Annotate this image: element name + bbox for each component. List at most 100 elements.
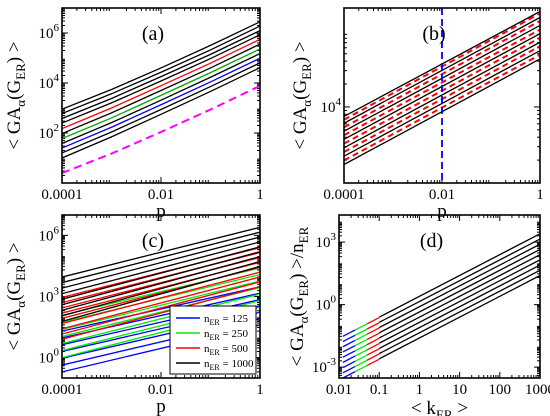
y-tick-label: 104 bbox=[39, 72, 60, 92]
series-line bbox=[342, 334, 356, 343]
series-line bbox=[378, 269, 540, 355]
y-axis-label: < GAα(GER) > bbox=[290, 41, 314, 149]
legend-label: nER = 125 bbox=[204, 313, 248, 327]
series-line bbox=[62, 280, 260, 331]
x-axis-label: p bbox=[156, 201, 166, 222]
x-tick-label: 0.01 bbox=[148, 187, 174, 203]
series-line bbox=[62, 43, 260, 135]
series-line bbox=[344, 16, 540, 124]
series-line bbox=[342, 360, 356, 369]
series-line bbox=[354, 338, 368, 347]
series-line bbox=[366, 342, 380, 351]
series-line bbox=[62, 241, 260, 295]
x-tick-label: 0.1 bbox=[370, 382, 389, 398]
legend-label: nER = 1000 bbox=[204, 358, 254, 372]
series-line bbox=[366, 327, 380, 335]
series-line bbox=[342, 329, 356, 337]
series-line bbox=[62, 286, 260, 332]
series-line bbox=[62, 255, 260, 311]
y-tick-label: 10-3 bbox=[312, 356, 337, 376]
x-tick-label: 1000 bbox=[525, 382, 550, 398]
legend-label: nER = 250 bbox=[204, 328, 248, 342]
panel-a: 0.0001 0.01 1 102 104 106 (a) p < GAα(GER) > bbox=[4, 7, 264, 222]
series-line bbox=[366, 316, 380, 325]
series-line bbox=[62, 53, 260, 145]
y-axis-label: < GAα(GER) >/nER bbox=[287, 226, 311, 366]
y-axis-label: < GAα(GER) > bbox=[4, 41, 28, 149]
series-line bbox=[342, 371, 356, 378]
y-axis-label: < GAα(GER) > bbox=[4, 242, 28, 350]
y-tick-label: 103 bbox=[316, 231, 337, 251]
x-axis-label: p bbox=[437, 201, 447, 222]
series-line bbox=[344, 41, 540, 149]
series-line bbox=[366, 332, 380, 340]
y-axis-label-group: < GAα(GER) > bbox=[4, 41, 28, 149]
series-line bbox=[62, 21, 260, 110]
series-line bbox=[62, 29, 260, 120]
series-line bbox=[62, 231, 260, 284]
y-tick-label: 104 bbox=[321, 96, 342, 116]
x-tick-label: 0.01 bbox=[148, 382, 174, 398]
y-tick-label: 100 bbox=[39, 347, 60, 367]
y-tick-label: 106 bbox=[39, 224, 60, 244]
y-tick-label: 103 bbox=[39, 286, 60, 306]
x-tick-label: 0.0001 bbox=[323, 187, 364, 203]
series-line bbox=[62, 62, 260, 154]
series-line bbox=[62, 286, 260, 340]
series-line bbox=[366, 322, 380, 330]
series-line bbox=[342, 350, 356, 358]
series-line bbox=[378, 274, 540, 360]
series-line bbox=[62, 276, 260, 330]
y-tick-label: 102 bbox=[39, 122, 60, 142]
panel-label: (d) bbox=[420, 230, 443, 252]
x-tick-label: 0.01 bbox=[326, 382, 352, 398]
series-line bbox=[354, 349, 368, 357]
x-tick-label: 1 bbox=[416, 382, 424, 398]
series-line bbox=[62, 25, 260, 115]
x-tick-label: 0.0001 bbox=[41, 382, 82, 398]
series-line bbox=[354, 328, 368, 336]
series-line bbox=[62, 236, 260, 289]
y-tick-label: 106 bbox=[39, 22, 60, 42]
series-line bbox=[354, 364, 368, 373]
series-line bbox=[378, 243, 540, 329]
series-line bbox=[342, 365, 356, 374]
x-tick-label: 10 bbox=[452, 382, 467, 398]
y-axis-label-group: < GAα(GER) > bbox=[290, 41, 314, 149]
series-line bbox=[378, 254, 540, 339]
panel-label: (a) bbox=[142, 23, 164, 45]
series-line bbox=[344, 28, 540, 137]
series-line bbox=[62, 57, 260, 149]
series-line bbox=[342, 339, 356, 348]
y-tick-label: 100 bbox=[316, 294, 337, 314]
series-line bbox=[366, 337, 380, 346]
series-line bbox=[62, 226, 260, 278]
series-line bbox=[354, 354, 368, 362]
x-tick-label: 1 bbox=[256, 382, 264, 398]
series-line bbox=[62, 251, 260, 306]
plot-frame bbox=[338, 214, 541, 379]
series-line bbox=[62, 265, 260, 323]
x-tick-label: 1 bbox=[256, 187, 264, 203]
series-line bbox=[62, 38, 260, 130]
series-line bbox=[62, 260, 260, 317]
plot-frame bbox=[61, 7, 261, 184]
series-line bbox=[62, 84, 260, 174]
legend-label: nER = 500 bbox=[204, 343, 248, 357]
series-line bbox=[354, 323, 368, 331]
panel-label: (b) bbox=[422, 23, 445, 45]
x-tick-label: 1 bbox=[536, 187, 544, 203]
series-line bbox=[62, 48, 260, 140]
series-line bbox=[62, 246, 260, 300]
series-line bbox=[354, 344, 368, 352]
panel-label: (c) bbox=[142, 230, 164, 252]
series-line bbox=[378, 238, 540, 323]
series-line bbox=[62, 293, 260, 345]
series-line bbox=[354, 359, 368, 368]
series-line bbox=[378, 233, 540, 318]
y-axis-label-group: < GAα(GER) >/nER bbox=[287, 226, 311, 366]
series-line bbox=[354, 333, 368, 342]
